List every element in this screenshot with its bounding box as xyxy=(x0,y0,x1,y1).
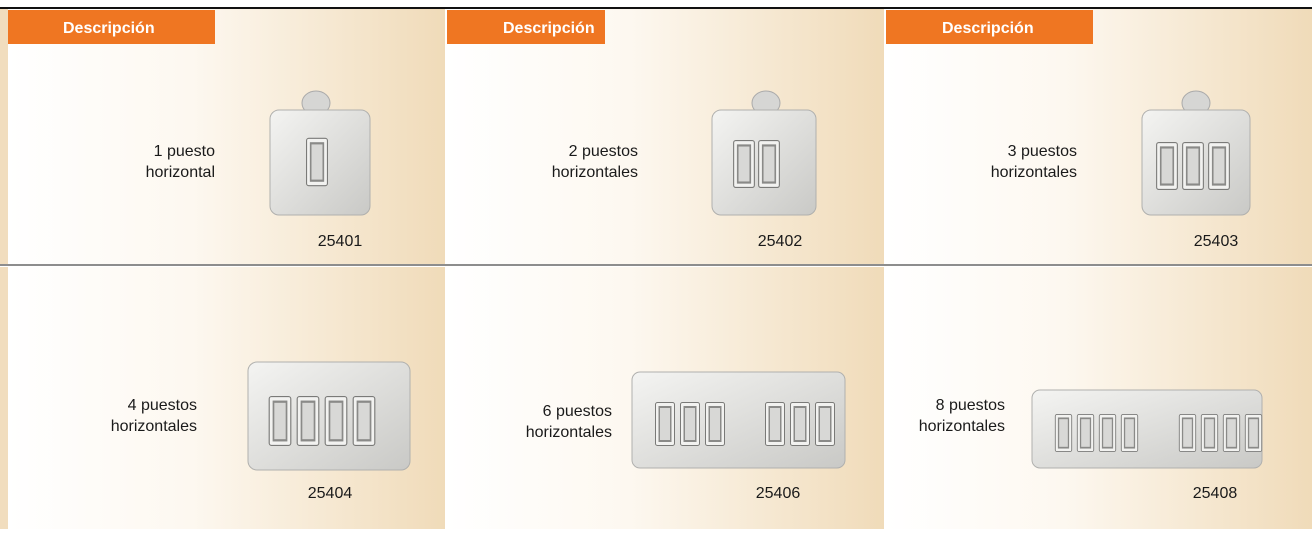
box-1 xyxy=(269,90,371,216)
box-8 xyxy=(1031,389,1263,469)
box-3 xyxy=(1141,90,1251,216)
product-code: 25408 xyxy=(1193,485,1238,502)
product-code: 25403 xyxy=(1194,233,1239,250)
product-images xyxy=(247,90,1263,471)
product-description: 1 puesto xyxy=(154,143,215,160)
product-description: horizontales xyxy=(111,418,197,435)
product-description: 6 puestos xyxy=(543,403,612,420)
product-description: horizontal xyxy=(146,164,215,181)
product-description: horizontales xyxy=(919,418,1005,435)
product-description: horizontales xyxy=(526,424,612,441)
column-header: Descripción xyxy=(63,20,155,37)
product-code: 25406 xyxy=(756,485,801,502)
column-header: Descripción xyxy=(503,20,595,37)
box-6 xyxy=(631,371,846,469)
column-header: Descripción xyxy=(942,20,1034,37)
product-description: 4 puestos xyxy=(128,397,197,414)
product-code: 25404 xyxy=(308,485,353,502)
product-description: 2 puestos xyxy=(569,143,638,160)
box-4 xyxy=(247,361,411,471)
product-code: 25401 xyxy=(318,233,363,250)
product-description: horizontales xyxy=(991,164,1077,181)
box-2 xyxy=(711,90,817,216)
product-description: 3 puestos xyxy=(1008,143,1077,160)
product-code: 25402 xyxy=(758,233,803,250)
product-description: horizontales xyxy=(552,164,638,181)
header-tabs xyxy=(8,10,1093,44)
product-description: 8 puestos xyxy=(936,397,1005,414)
